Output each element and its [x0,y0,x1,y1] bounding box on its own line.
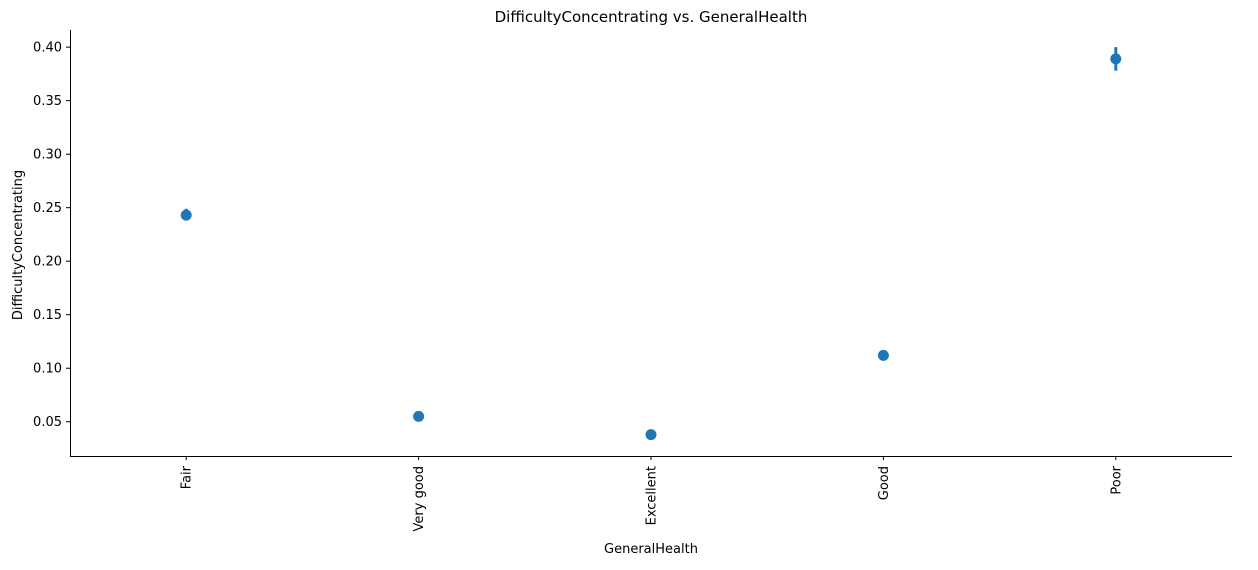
y-tick-label: 0.40 [33,41,62,56]
y-tick-label: 0.25 [33,201,62,216]
chart-title: DifficultyConcentrating vs. GeneralHealt… [495,8,808,26]
y-axis-title: DifficultyConcentrating [11,170,26,320]
x-tick-label: Very good [412,466,427,531]
y-ticks: 0.05 0.10 0.15 0.20 0.25 0.30 0.35 0.40 [33,41,70,430]
data-point [645,429,657,441]
y-tick-label: 0.10 [33,362,62,377]
x-tick-label: Poor [1109,465,1124,494]
y-tick-label: 0.05 [33,415,62,430]
x-tick-label: Good [877,466,892,500]
y-tick-label: 0.20 [33,255,62,270]
y-tick-label: 0.15 [33,308,62,323]
x-tick-label: Fair [180,465,195,489]
data-point [1110,53,1122,65]
data-point [877,349,889,361]
y-tick-label: 0.30 [33,148,62,163]
x-ticks: Fair Very good Excellent Good Poor [180,456,1124,531]
data-point [180,209,192,221]
x-tick-label: Excellent [645,466,660,525]
data-point [413,410,425,422]
y-tick-label: 0.35 [33,94,62,109]
data-marks [180,47,1122,441]
x-axis-title: GeneralHealth [604,542,698,557]
